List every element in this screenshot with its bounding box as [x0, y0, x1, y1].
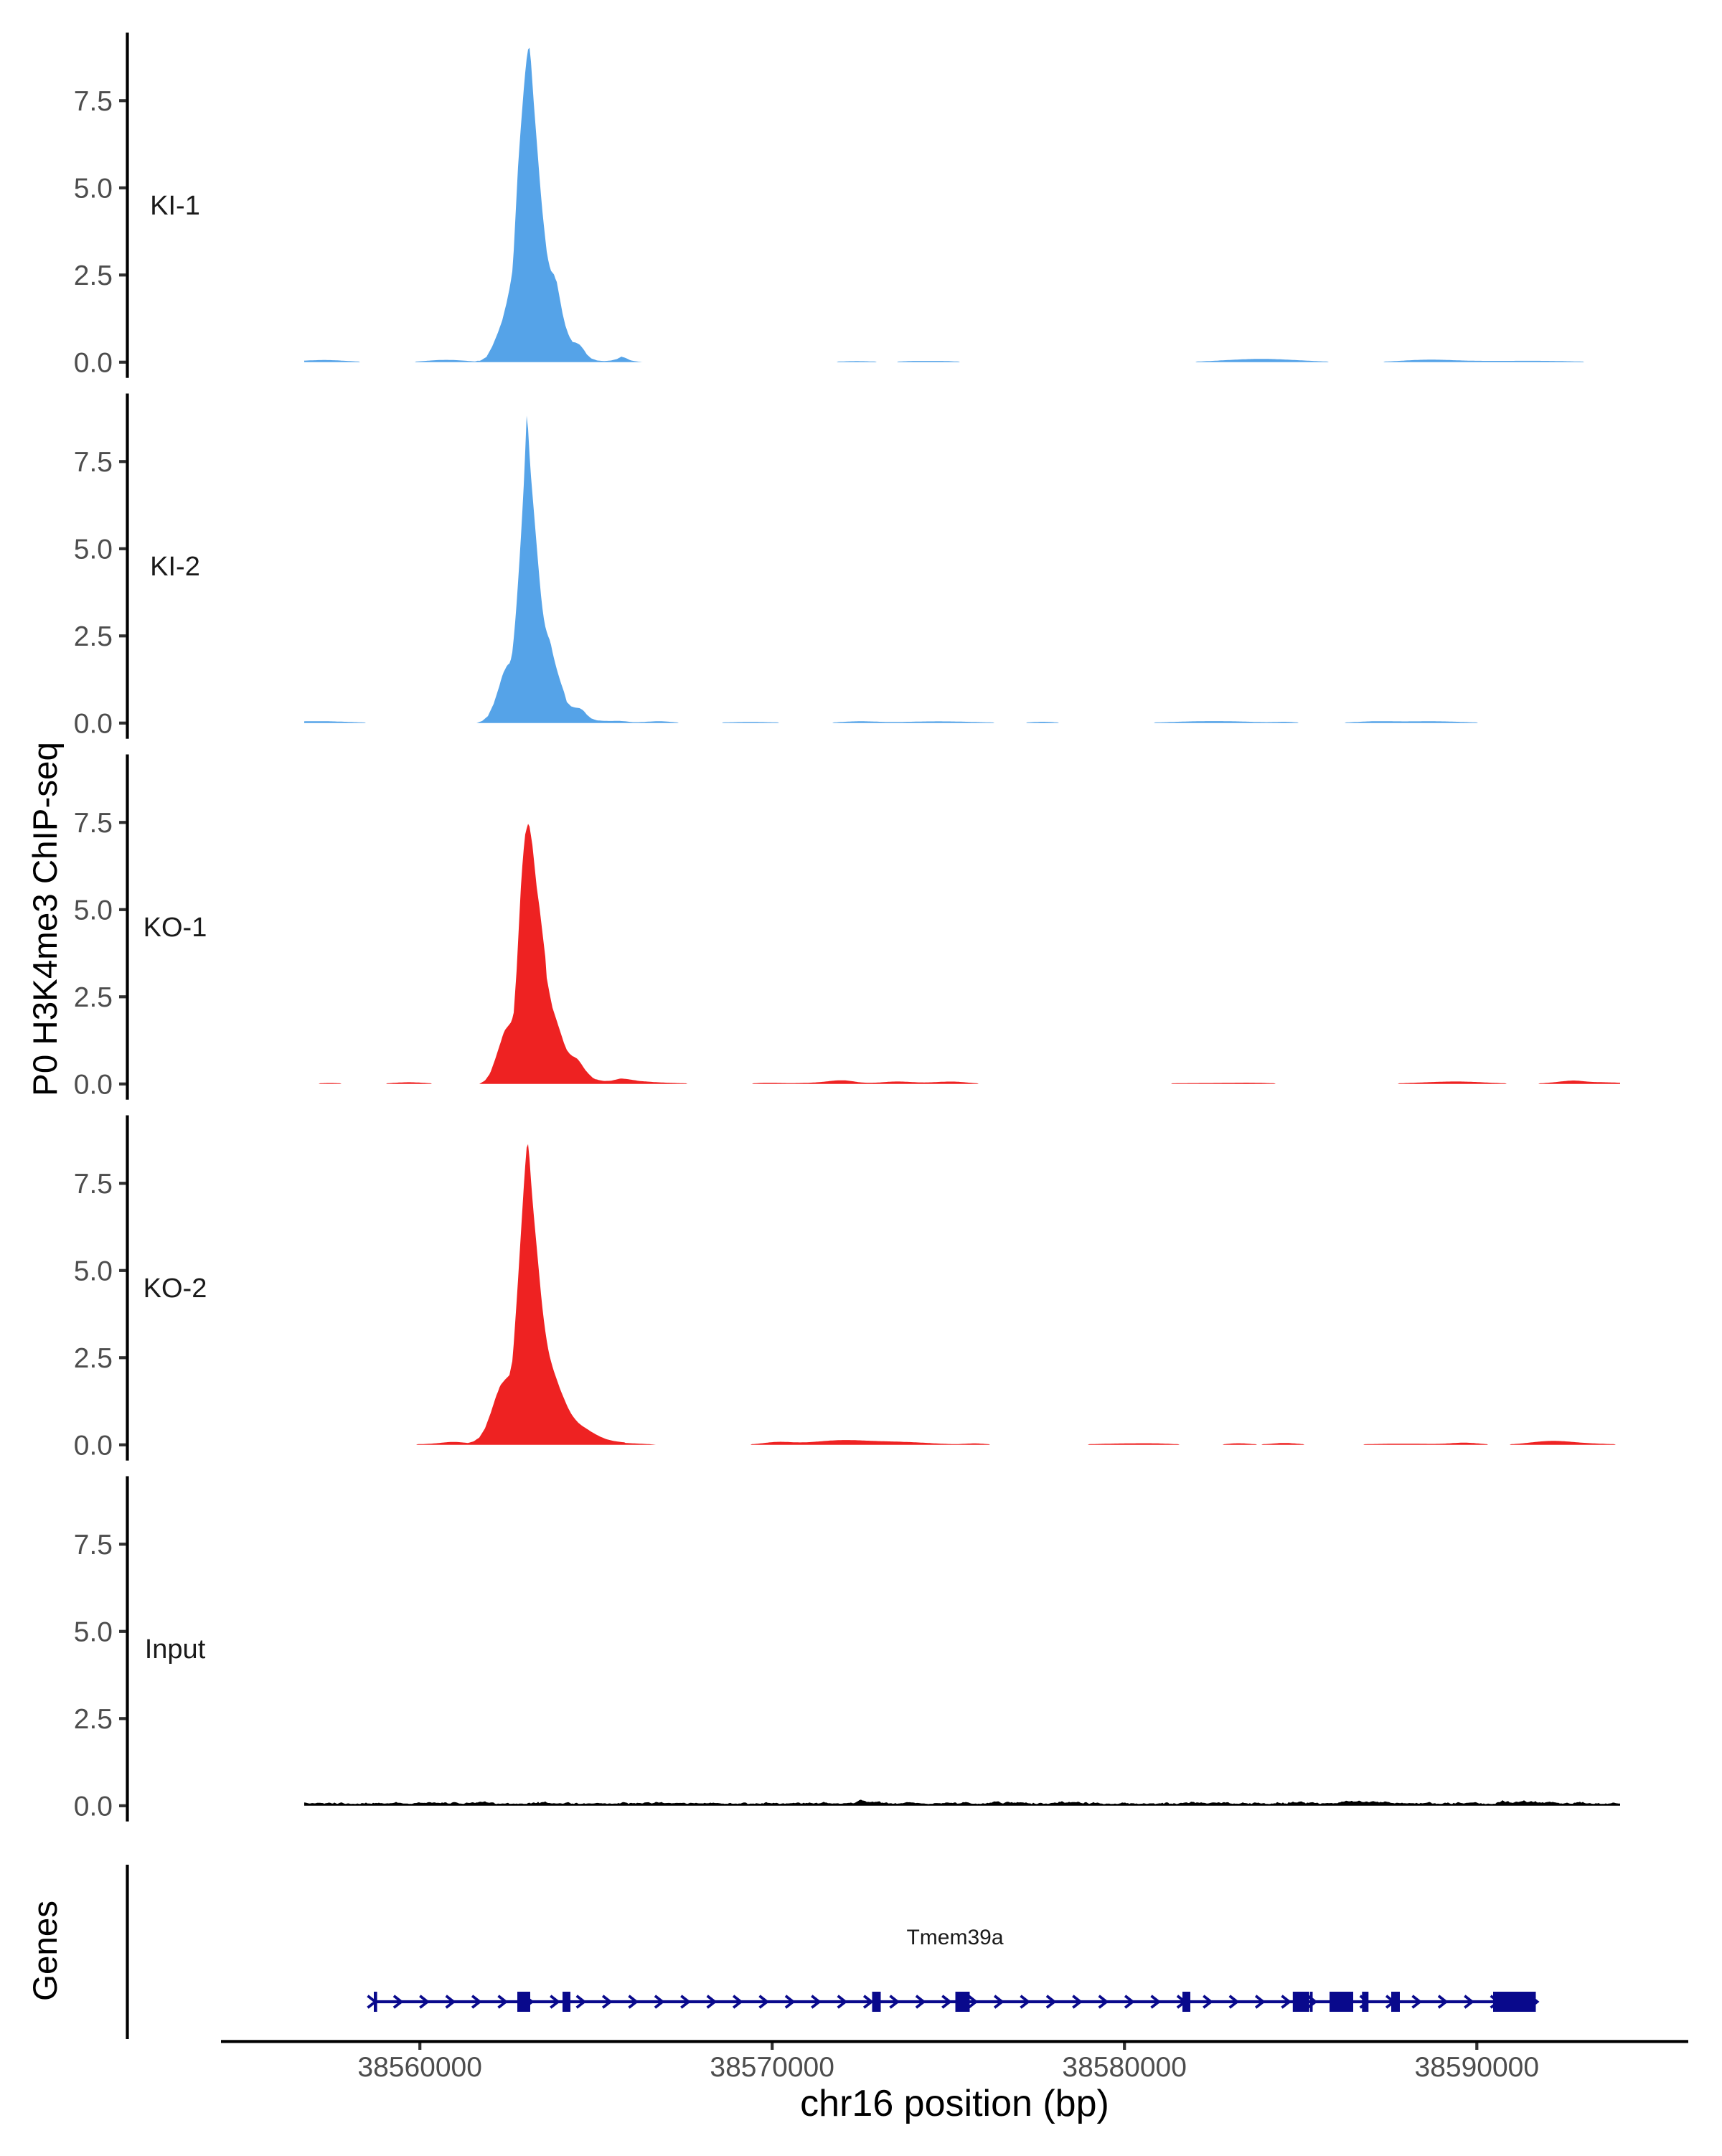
- svg-text:7.5: 7.5: [74, 447, 113, 478]
- svg-text:Input: Input: [145, 1634, 206, 1665]
- svg-text:0.0: 0.0: [74, 1791, 113, 1822]
- svg-text:0.0: 0.0: [74, 1430, 113, 1461]
- svg-text:Tmem39a: Tmem39a: [906, 1926, 1003, 1949]
- svg-text:2.5: 2.5: [74, 1704, 113, 1735]
- svg-text:38580000: 38580000: [1062, 2052, 1187, 2083]
- svg-text:5.0: 5.0: [74, 534, 113, 565]
- svg-text:5.0: 5.0: [74, 1256, 113, 1286]
- svg-text:0.0: 0.0: [74, 1069, 113, 1100]
- svg-text:2.5: 2.5: [74, 621, 113, 652]
- svg-text:KO-1: KO-1: [144, 913, 207, 943]
- svg-text:2.5: 2.5: [74, 982, 113, 1013]
- svg-text:5.0: 5.0: [74, 1616, 113, 1647]
- svg-text:chr16 position (bp): chr16 position (bp): [800, 2083, 1109, 2124]
- svg-text:KO-2: KO-2: [144, 1274, 207, 1304]
- svg-text:7.5: 7.5: [74, 86, 113, 117]
- svg-text:KI-2: KI-2: [150, 552, 200, 582]
- svg-text:KI-1: KI-1: [150, 191, 200, 221]
- svg-text:7.5: 7.5: [74, 808, 113, 839]
- svg-text:0.0: 0.0: [74, 708, 113, 739]
- svg-text:Genes: Genes: [27, 1901, 65, 2001]
- svg-text:2.5: 2.5: [74, 260, 113, 291]
- svg-text:5.0: 5.0: [74, 895, 113, 926]
- svg-text:38570000: 38570000: [710, 2052, 834, 2083]
- svg-text:0.0: 0.0: [74, 347, 113, 378]
- svg-text:38590000: 38590000: [1415, 2052, 1540, 2083]
- svg-text:2.5: 2.5: [74, 1343, 113, 1374]
- svg-text:7.5: 7.5: [74, 1530, 113, 1560]
- svg-text:P0 H3K4me3 ChIP-seq: P0 H3K4me3 ChIP-seq: [27, 742, 65, 1096]
- svg-text:7.5: 7.5: [74, 1169, 113, 1200]
- svg-text:38560000: 38560000: [357, 2052, 482, 2083]
- svg-text:5.0: 5.0: [74, 173, 113, 204]
